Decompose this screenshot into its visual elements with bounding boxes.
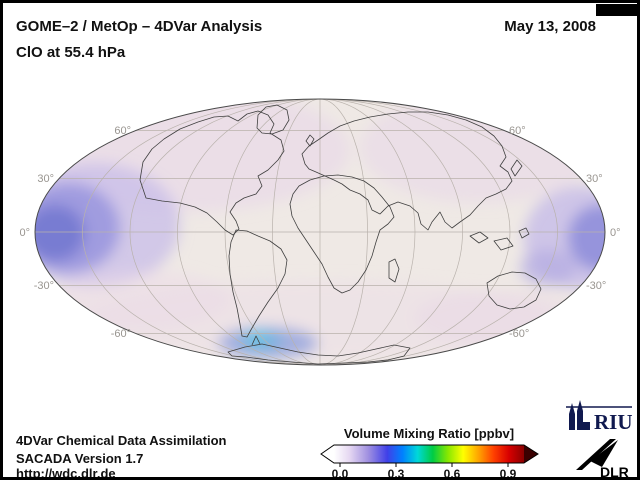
colorbar-tick-0: 0.0 <box>332 467 349 480</box>
world-map: 60° 30° 0° -30° -60° 60° 30° 0° -30° -60… <box>19 98 621 366</box>
island-britain <box>305 134 315 147</box>
clo-blob-se-pacific <box>50 270 230 330</box>
continent-australia <box>486 271 542 310</box>
riu-logo-text: RIU <box>594 410 633 434</box>
dlr-swoosh-bar <box>576 439 616 470</box>
lat-label-left-30: 30° <box>37 173 54 185</box>
clo-blob-s-indian <box>415 290 585 346</box>
island-new-zealand <box>555 305 565 320</box>
footer-line-3: http://wdc.dlr.de <box>16 466 116 480</box>
map-boundary <box>34 98 606 366</box>
clo-blob-nh-east <box>360 99 600 203</box>
clo-blob-east-edge-core <box>568 205 605 271</box>
colorbar-tick-1: 0.3 <box>388 467 405 480</box>
island-japan <box>510 159 523 177</box>
island-sulawesi <box>518 227 530 239</box>
continent-eurasia <box>301 111 513 231</box>
clo-blob-west-pacific-core <box>35 205 85 261</box>
continent-greenland <box>256 104 290 135</box>
lat-label-left-0: 0° <box>19 227 30 239</box>
dlr-logo-text: DLR <box>600 464 629 480</box>
antarctic-peninsula <box>251 335 261 346</box>
corner-black-mark <box>596 4 637 16</box>
colorbar-tick-3: 0.9 <box>500 467 517 480</box>
colorbar-right-arrow <box>524 445 538 463</box>
lat-label-right-60: 60° <box>509 125 526 137</box>
dlr-swoosh-triangle <box>590 440 618 467</box>
colorbar-tick-marks <box>339 463 509 467</box>
continents <box>139 104 565 365</box>
plot-date: May 13, 2008 <box>504 18 596 35</box>
clo-blob-sw-pacific <box>520 250 576 286</box>
colorbar-gradient <box>334 445 524 463</box>
island-borneo <box>469 231 489 244</box>
footer-credits: 4DVar Chemical Data Assimilation SACADA … <box>16 433 227 480</box>
cathedral-icon <box>569 400 590 430</box>
plot-title: GOME–2 / MetOp – 4DVar Analysis <box>16 18 262 35</box>
lat-label-right-m30: -30° <box>586 280 606 292</box>
colorbar-tick-2: 0.6 <box>444 467 461 480</box>
lat-label-right-30: 30° <box>586 173 603 185</box>
colorbar: Volume Mixing Ratio [ppbv] 0.0 0.3 0.6 0… <box>320 426 539 480</box>
lat-label-left-m30: -30° <box>34 280 54 292</box>
colorbar-title: Volume Mixing Ratio [ppbv] <box>344 426 514 441</box>
continent-south-america <box>228 229 288 338</box>
continent-north-america <box>139 110 285 236</box>
colorbar-outline <box>320 444 539 464</box>
footer-line-2: SACADA Version 1.7 <box>16 451 143 466</box>
latitude-labels: 60° 30° 0° -30° -60° 60° 30° 0° -30° -60… <box>19 125 620 340</box>
lat-label-left-m60: -60° <box>111 328 131 340</box>
dlr-logo: DLR <box>576 439 629 480</box>
lat-label-left-60: 60° <box>114 125 131 137</box>
lat-label-right-m60: -60° <box>509 328 529 340</box>
continent-antarctica <box>227 343 411 365</box>
colorbar-left-arrow <box>321 445 334 463</box>
plot-subtitle: ClO at 55.4 hPa <box>16 44 126 61</box>
footer-line-1: 4DVar Chemical Data Assimilation <box>16 433 227 448</box>
riu-logo: RIU <box>566 400 633 434</box>
continent-africa <box>289 174 395 294</box>
island-madagascar <box>388 258 400 283</box>
island-new-guinea <box>493 237 514 251</box>
lat-label-right-0: 0° <box>610 227 621 239</box>
